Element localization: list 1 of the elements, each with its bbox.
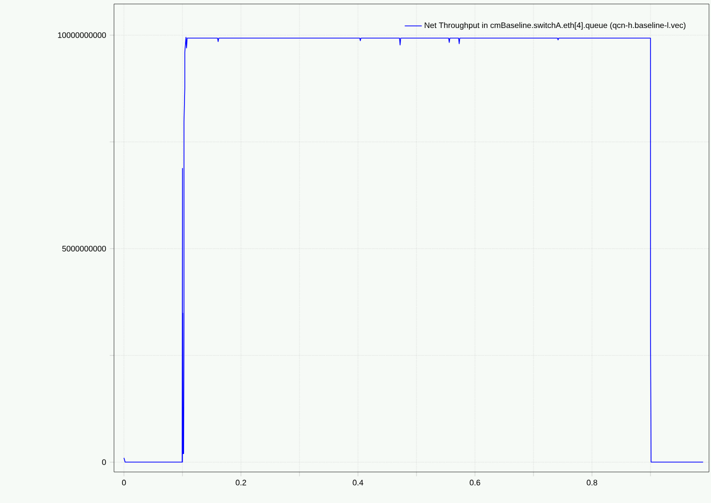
line-series — [124, 36, 704, 463]
